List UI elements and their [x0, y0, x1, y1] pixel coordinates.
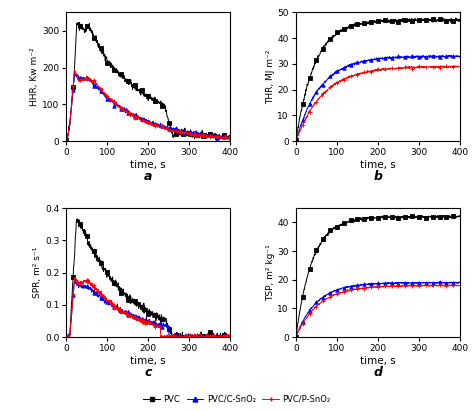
Y-axis label: SPR, m² s⁻¹: SPR, m² s⁻¹	[33, 247, 42, 298]
X-axis label: time, s: time, s	[360, 356, 396, 366]
X-axis label: time, s: time, s	[130, 356, 166, 366]
Y-axis label: THR, MJ m⁻²: THR, MJ m⁻²	[265, 50, 274, 104]
Text: b: b	[374, 170, 383, 183]
Text: a: a	[144, 170, 153, 183]
Text: c: c	[145, 366, 152, 379]
X-axis label: time, s: time, s	[130, 160, 166, 170]
Y-axis label: HHR, Kw m⁻²: HHR, Kw m⁻²	[30, 47, 39, 106]
Y-axis label: TSP, m² kg⁻¹: TSP, m² kg⁻¹	[265, 244, 274, 301]
X-axis label: time, s: time, s	[360, 160, 396, 170]
Text: d: d	[374, 366, 383, 379]
Legend: PVC, PVC/C-SnO₂, PVC/P-SnO₂: PVC, PVC/C-SnO₂, PVC/P-SnO₂	[140, 391, 334, 407]
